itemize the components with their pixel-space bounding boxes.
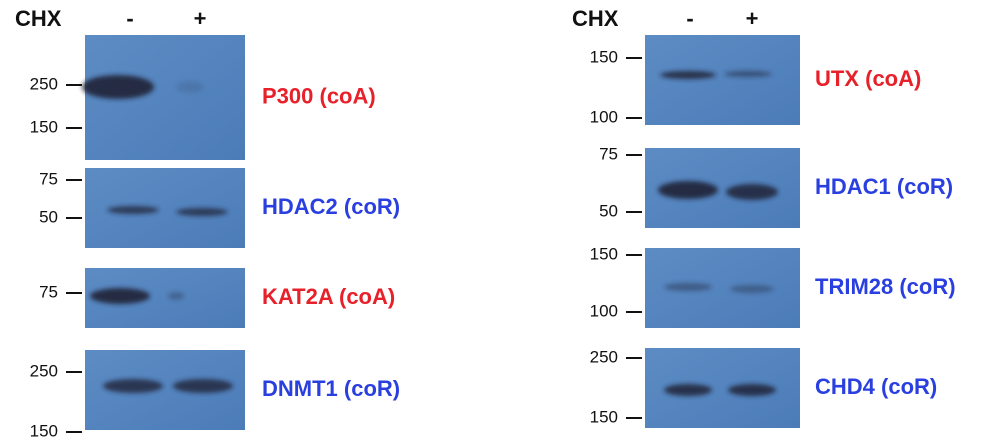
protein-label: TRIM28 (coR)	[815, 274, 956, 299]
protein-band	[728, 384, 776, 396]
protein-band	[90, 288, 150, 304]
western-blot-figure: CHX - +250 150 P300 (coA) 75 50 HDAC2 (coR) 75 KA…	[0, 0, 996, 440]
marker-label: 150	[590, 244, 618, 263]
minus-label: -	[126, 6, 133, 31]
protein-label: HDAC2 (coR)	[262, 194, 400, 219]
chx-label: CHX	[572, 6, 619, 31]
protein-label: HDAC1 (coR)	[815, 174, 953, 199]
protein-band	[107, 206, 159, 214]
protein-band	[176, 208, 228, 216]
protein-band	[82, 75, 154, 99]
chx-label: CHX	[15, 6, 62, 31]
protein-label: CHD4 (coR)	[815, 374, 937, 399]
marker-label: 250	[30, 361, 58, 380]
protein-band	[176, 81, 204, 93]
marker-label: 100	[590, 301, 618, 320]
protein-band	[724, 71, 772, 77]
marker-label: 50	[39, 207, 58, 226]
marker-label: 150	[30, 421, 58, 440]
marker-label: 250	[590, 347, 618, 366]
marker-label: 75	[39, 282, 58, 301]
protein-label: KAT2A (coA)	[262, 284, 395, 309]
minus-label: -	[686, 6, 693, 31]
marker-label: 50	[599, 201, 618, 220]
protein-band	[173, 379, 233, 393]
marker-label: 150	[590, 47, 618, 66]
protein-band	[660, 71, 716, 79]
protein-band	[726, 184, 778, 200]
blot-membrane	[645, 35, 800, 125]
plus-label: +	[746, 6, 759, 31]
protein-band	[730, 285, 774, 293]
plus-label: +	[194, 6, 207, 31]
blot-membrane	[85, 168, 245, 248]
protein-label: DNMT1 (coR)	[262, 376, 400, 401]
marker-label: 150	[590, 407, 618, 426]
protein-band	[103, 379, 163, 393]
marker-label: 100	[590, 107, 618, 126]
protein-band	[168, 292, 184, 300]
marker-label: 250	[30, 74, 58, 93]
protein-label: P300 (coA)	[262, 83, 376, 108]
marker-label: 150	[30, 117, 58, 136]
protein-band	[664, 283, 712, 291]
marker-label: 75	[599, 144, 618, 163]
marker-label: 75	[39, 169, 58, 188]
protein-label: UTX (coA)	[815, 66, 921, 91]
protein-band	[664, 384, 712, 396]
protein-band	[658, 181, 718, 199]
